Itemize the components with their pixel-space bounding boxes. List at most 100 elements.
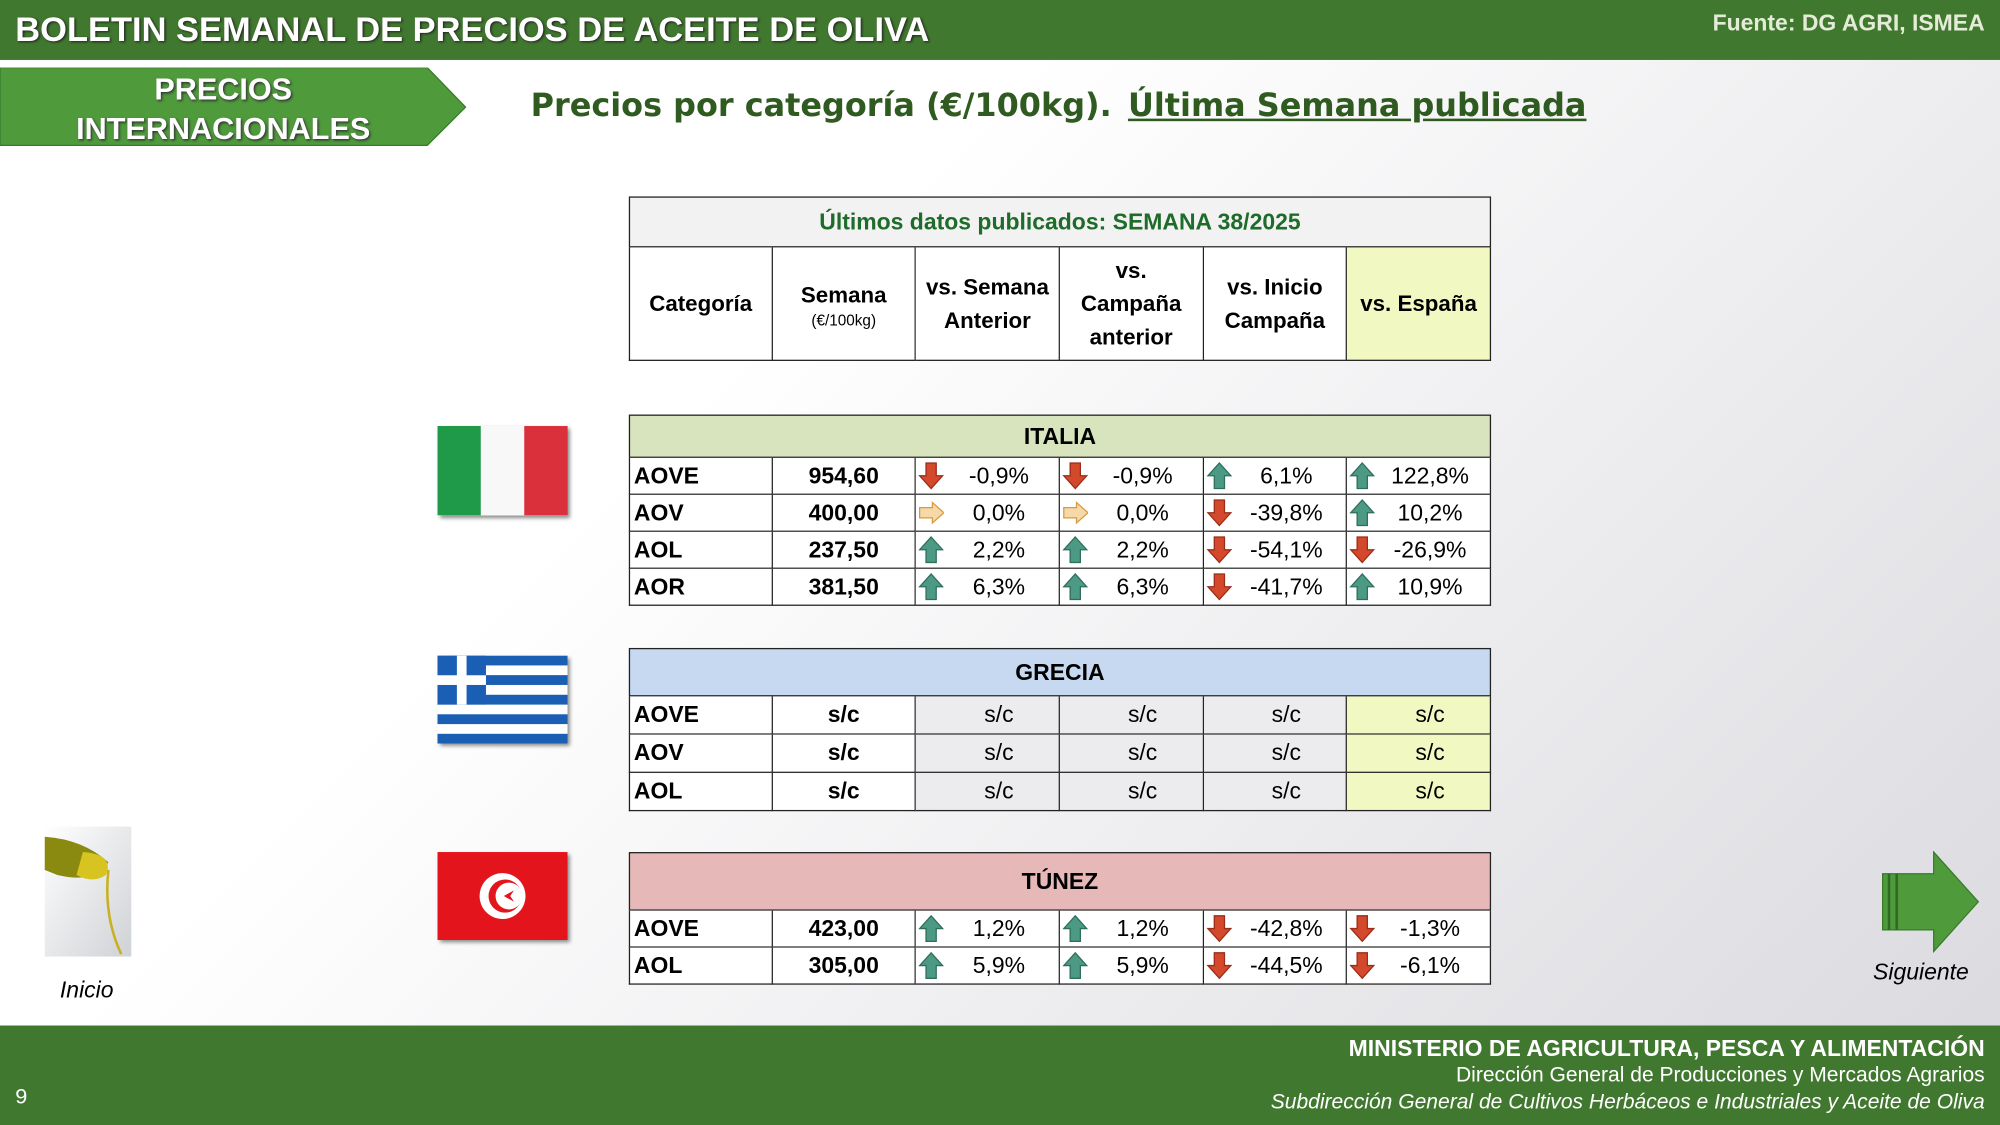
section-header: GRECIA [628, 647, 1492, 697]
table-cell: 0,0% [916, 494, 1060, 532]
value: s/c [1127, 739, 1158, 766]
category: AOVE [633, 701, 699, 728]
value: 10,2% [1397, 499, 1463, 525]
table-cell: s/c [916, 696, 1060, 735]
flag-tunisia [437, 852, 568, 941]
subdirectorate: Subdirección General de Cultivos Herbáce… [1270, 1090, 1985, 1114]
table-cell: -6,1% [1347, 947, 1492, 985]
column-header: Semana (€/100kg) [772, 247, 917, 361]
column-header: Categoría [628, 247, 773, 361]
trend-arrow [1206, 952, 1232, 980]
value: s/c [1271, 778, 1302, 804]
value: 6,1% [1260, 462, 1313, 488]
trend-arrow [1062, 462, 1089, 490]
category: AOV [633, 739, 684, 766]
table-cell: -26,9% [1347, 531, 1492, 569]
column-header: vs. España [1347, 247, 1492, 361]
trend-arrow [1349, 915, 1376, 943]
ministry: MINISTERIO DE AGRICULTURA, PESCA Y ALIME… [1348, 1035, 1985, 1062]
value: s/c [1415, 701, 1445, 728]
table-cell: s/c [1347, 696, 1492, 735]
trend-arrow [1206, 462, 1232, 490]
table-cell: 6,3% [1059, 568, 1204, 606]
table-cell: 381,50 [772, 568, 917, 606]
value: s/c [984, 778, 1014, 804]
table-cell: 10,2% [1347, 494, 1492, 532]
title: BOLETIN SEMANAL DE PRECIOS DE ACEITE DE … [15, 10, 930, 49]
column-label: vs. España [1360, 290, 1477, 317]
column-label: Categoría [649, 290, 753, 317]
table-cell: 6,3% [916, 568, 1060, 606]
value: -44,5% [1249, 952, 1323, 978]
table-cell: -42,8% [1203, 910, 1348, 948]
table-cell: -54,1% [1203, 531, 1348, 569]
value: -0,9% [968, 462, 1029, 488]
page-number: 9 [15, 1084, 28, 1109]
value: s/c [827, 739, 860, 766]
value: -26,9% [1393, 536, 1467, 562]
category: AOL [633, 536, 683, 562]
value: s/c [1271, 739, 1302, 766]
trend-arrow [1062, 536, 1089, 564]
value: s/c [984, 701, 1014, 728]
value: s/c [984, 739, 1014, 766]
table-cell: AOV [628, 494, 773, 532]
category: AOL [633, 778, 683, 804]
table-cell: 305,00 [772, 947, 917, 985]
value: 1,2% [972, 915, 1026, 941]
table-cell: 122,8% [1347, 457, 1492, 495]
subtitle-text: Precios por categoría (€/100kg). [530, 86, 1112, 124]
home-label: Inicio [59, 977, 114, 1003]
trend-arrow [918, 462, 945, 490]
trend-arrow [1349, 499, 1376, 527]
table-cell: 954,60 [772, 457, 917, 495]
value: 2,2% [972, 536, 1026, 562]
trend-arrow [1349, 573, 1376, 601]
table-cell: AOL [628, 531, 773, 569]
top-bar [0, 0, 2000, 60]
category: AOL [633, 952, 683, 978]
subtitle: Precios por categoría (€/100kg). Última … [531, 87, 1587, 124]
value: 6,3% [1116, 573, 1169, 599]
value: 400,00 [808, 499, 879, 525]
value: 10,9% [1397, 573, 1463, 599]
trend-arrow [1349, 536, 1376, 564]
trend-arrow [1062, 914, 1089, 942]
value: -6,1% [1400, 952, 1461, 978]
table-cell: -41,7% [1203, 568, 1348, 606]
table-cell: s/c [1347, 772, 1492, 812]
table-cell: s/c [1059, 772, 1204, 812]
value: s/c [1415, 778, 1445, 804]
category: AOV [633, 499, 684, 525]
value: s/c [827, 701, 860, 728]
table-cell: 423,00 [772, 910, 917, 948]
value: 423,00 [808, 915, 879, 941]
table-cell: s/c [772, 734, 917, 773]
trend-arrow [918, 573, 945, 601]
table-cell: 10,9% [1347, 568, 1492, 606]
trend-arrow [1062, 573, 1089, 601]
table-cell: 237,50 [772, 531, 917, 569]
table-cell: AOVE [628, 910, 773, 948]
category: AOR [633, 573, 685, 599]
table-cell: s/c [1203, 772, 1348, 812]
tab-line: INTERNACIONALES [76, 112, 371, 147]
trend-arrow [1206, 536, 1232, 564]
column-header: vs. Inicio Campaña [1203, 247, 1348, 361]
value: 5,9% [1116, 952, 1169, 978]
table-cell: 2,2% [1059, 531, 1204, 569]
next-button[interactable] [1880, 850, 1980, 953]
table-cell: s/c [916, 734, 1060, 773]
table-cell: AOL [628, 947, 773, 985]
trend-arrow [1063, 501, 1089, 525]
value: -39,8% [1249, 499, 1323, 525]
subtitle-link[interactable]: Última Semana publicada [1127, 86, 1587, 124]
trend-arrow [1206, 573, 1232, 601]
column-header: vs. Semana Anterior [916, 247, 1060, 361]
table-cell: 400,00 [772, 494, 917, 532]
trend-arrow [1349, 462, 1376, 490]
value: 122,8% [1391, 462, 1469, 488]
home-button[interactable] [44, 826, 132, 957]
trend-arrow [918, 951, 945, 979]
